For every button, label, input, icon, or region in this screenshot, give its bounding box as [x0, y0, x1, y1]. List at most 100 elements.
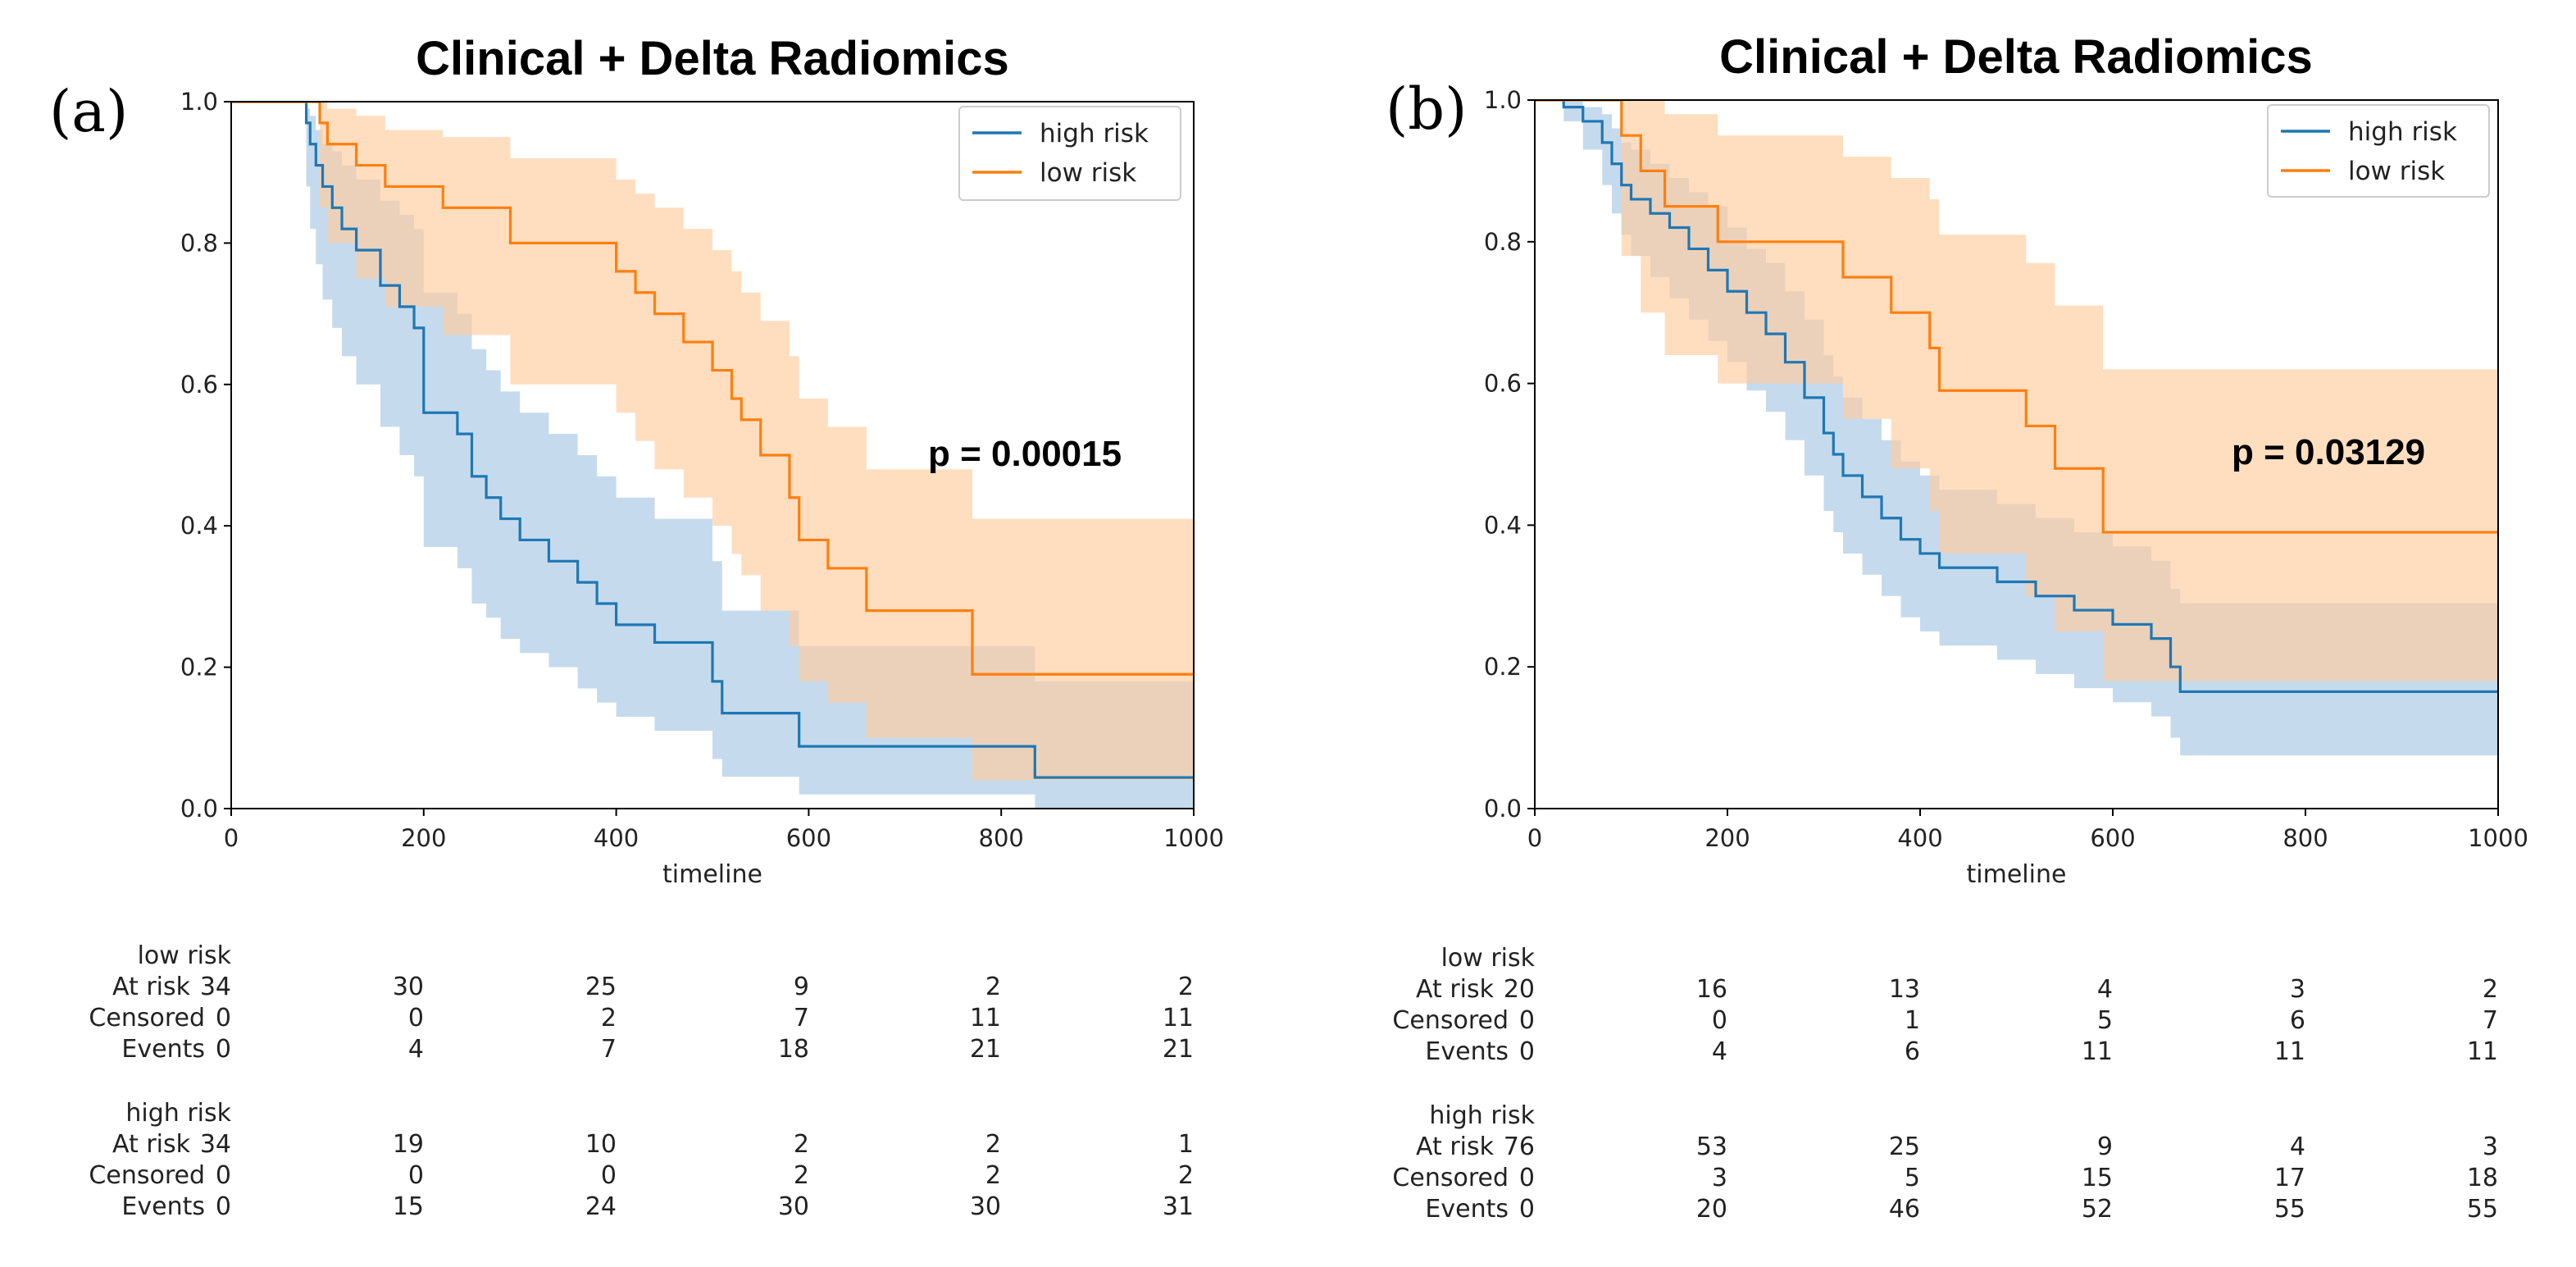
p-value-annotation: p = 0.00015: [928, 434, 1122, 474]
risk-table-cell: 2: [985, 973, 1001, 1001]
legend-label-low-risk: low risk: [1040, 158, 1136, 188]
y-tick-label: 0.4: [180, 512, 218, 540]
risk-table-group-label: high risk: [125, 1099, 231, 1128]
risk-table-cell: 18: [778, 1035, 809, 1064]
risk-table-cell: 18: [2467, 1164, 2498, 1192]
risk-table-cell: 2: [1178, 973, 1194, 1001]
risk-table-cell: 55: [2274, 1195, 2305, 1224]
risk-table-high-risk: high risk At risk 76 53 25 9 4 3 Censored 0 3 5 15 17…: [1392, 1101, 2498, 1224]
y-tick-label: 0.8: [1484, 228, 1522, 256]
risk-table-cell: 11: [2467, 1037, 2498, 1066]
risk-table-cell: 76: [1504, 1133, 1535, 1161]
risk-table-cell: 0: [1712, 1006, 1727, 1035]
risk-table-cell: 3: [2483, 1133, 2498, 1161]
y-tick-label: 0.0: [180, 795, 218, 823]
risk-table-cell: 0: [1519, 1164, 1535, 1192]
risk-table-cell: 53: [1696, 1133, 1727, 1161]
risk-table-cell: 46: [1889, 1195, 1920, 1224]
axes-frame: [230, 101, 1195, 809]
risk-table-cell: 52: [2082, 1195, 2113, 1224]
risk-table-cell: 2: [1178, 1161, 1194, 1190]
risk-table-cell: 34: [200, 973, 231, 1001]
risk-table-cell: 15: [393, 1192, 424, 1221]
risk-table-cell: 0: [216, 1035, 231, 1064]
risk-table-cell: 16: [1696, 975, 1727, 1004]
y-tick-label: 0.2: [180, 654, 218, 681]
legend-label-low-risk: low risk: [2348, 157, 2445, 186]
risk-table-cell: 5: [2097, 1006, 2113, 1035]
risk-table-row-label: Censored: [89, 1161, 205, 1190]
plot-area: [1535, 100, 2498, 756]
risk-table-cell: 2: [794, 1130, 809, 1159]
risk-table-row-label: At risk: [112, 973, 191, 1001]
risk-table-cell: 21: [970, 1035, 1001, 1064]
x-tick-label: 0: [1527, 824, 1542, 852]
legend-box: [2267, 104, 2490, 198]
y-tick-label: 0.4: [1484, 511, 1522, 539]
legend-label-high-risk: high risk: [1040, 119, 1149, 148]
risk-table-row-label: Events: [121, 1192, 205, 1221]
x-tick-label: 800: [979, 824, 1024, 852]
high-risk-survival-line: [231, 102, 1194, 779]
y-tick-label: 0.6: [1484, 370, 1522, 398]
risk-table-row-label: Events: [121, 1035, 205, 1064]
x-tick-label: 200: [401, 824, 446, 852]
risk-table-cell: 4: [1712, 1037, 1727, 1066]
chart-title: Clinical + Delta Radiomics: [416, 32, 1009, 85]
risk-table-cell: 2: [2483, 975, 2498, 1004]
risk-table-row-label: Censored: [1392, 1164, 1509, 1192]
risk-table-group-label: low risk: [138, 941, 232, 970]
risk-table-cell: 3: [2290, 975, 2305, 1004]
risk-table-cell: 17: [2274, 1164, 2305, 1192]
risk-table-row-label: Events: [1425, 1195, 1509, 1224]
legend: high risk low risk: [2267, 104, 2490, 198]
panel-label: (b): [1386, 75, 1467, 143]
risk-table-row-label: Censored: [89, 1004, 205, 1032]
risk-table-cell: 6: [2290, 1006, 2305, 1035]
risk-table-cell: 25: [1889, 1133, 1920, 1161]
risk-table-cell: 0: [601, 1161, 617, 1190]
y-tick-label: 0.6: [180, 371, 218, 399]
risk-table-cell: 0: [1519, 1006, 1535, 1035]
risk-table-cell: 3: [1712, 1164, 1727, 1192]
risk-table-cell: 15: [2082, 1164, 2113, 1192]
high-risk-survival-line: [1535, 100, 2498, 694]
risk-table-cell: 2: [985, 1161, 1001, 1190]
risk-table-cell: 0: [1519, 1037, 1535, 1066]
risk-table-row-label: At risk: [1416, 975, 1495, 1004]
risk-table-cell: 4: [2097, 975, 2113, 1004]
risk-table-cell: 2: [794, 1161, 809, 1190]
risk-table-row-label: Events: [1425, 1037, 1509, 1066]
y-tick-label: 0.2: [1484, 653, 1522, 681]
risk-table-group-label: low risk: [1441, 944, 1536, 973]
risk-table-cell: 21: [1163, 1035, 1194, 1064]
risk-table-cell: 13: [1889, 975, 1920, 1004]
risk-table-cell: 11: [970, 1004, 1001, 1032]
risk-table-cell: 10: [585, 1130, 617, 1159]
risk-table-cell: 31: [1163, 1192, 1194, 1221]
risk-table-cell: 0: [216, 1192, 231, 1221]
risk-table-cell: 2: [601, 1004, 617, 1032]
x-tick-label: 0: [224, 824, 239, 852]
x-axis-label: timeline: [1967, 860, 2067, 889]
risk-table-cell: 7: [2483, 1006, 2498, 1035]
risk-table-cell: 24: [585, 1192, 617, 1221]
risk-table-cell: 20: [1696, 1195, 1727, 1224]
risk-table-cell: 19: [393, 1130, 424, 1159]
axes-frame: [1534, 99, 2499, 809]
low-risk-survival-line: [1535, 100, 2498, 534]
risk-table-cell: 9: [2097, 1133, 2113, 1161]
risk-table-cell: 0: [216, 1161, 231, 1190]
risk-table-cell: 25: [585, 973, 617, 1001]
x-tick-label: 1000: [2468, 824, 2528, 852]
risk-table-cell: 30: [393, 973, 424, 1001]
risk-table-cell: 0: [1519, 1195, 1535, 1224]
legend-label-high-risk: high risk: [2348, 117, 2457, 147]
risk-table-cell: 4: [408, 1035, 424, 1064]
risk-table-cell: 7: [601, 1035, 617, 1064]
risk-table-cell: 1: [1178, 1130, 1194, 1159]
